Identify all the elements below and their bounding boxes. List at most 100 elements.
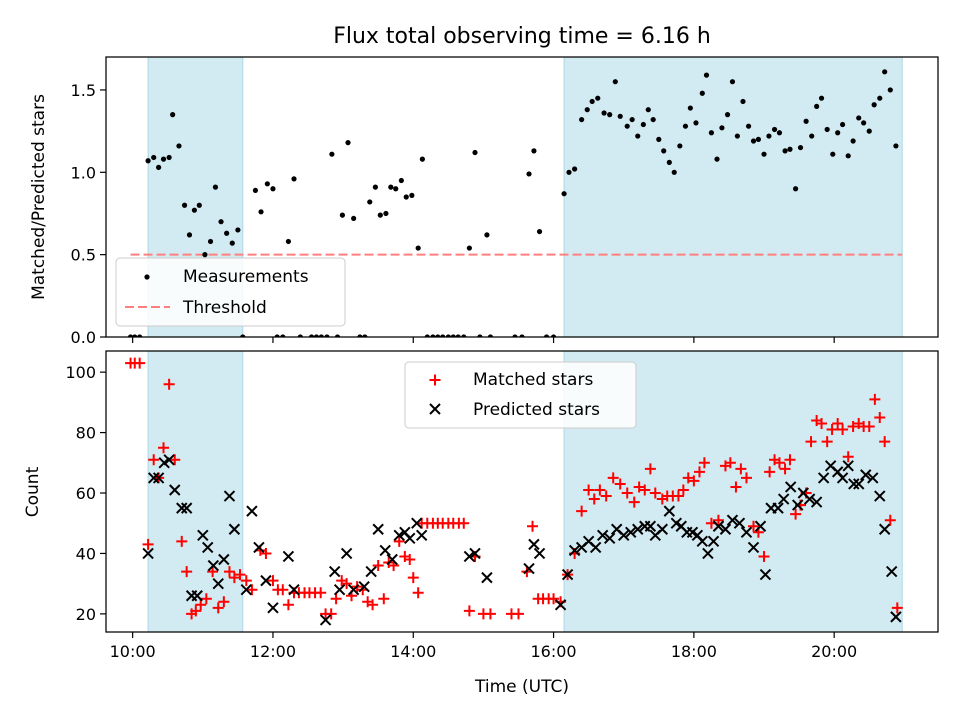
predicted-star-point [379,544,391,557]
measurement-point [170,112,176,118]
predicted-star-point [163,454,175,466]
matched-star-point [548,593,560,605]
measurement-point [181,202,188,208]
matched-star-point [315,587,327,599]
y-tick-label: 40 [76,544,96,563]
top-y-axis: 0.0 0.5 1.0 1.5 [71,81,106,347]
measurement-point [677,143,683,149]
predicted-star-point [696,535,708,548]
measurement-point [383,210,389,217]
measurement-point [792,186,799,192]
predicted-star-point [810,496,823,508]
matched-star-point [621,487,633,499]
measurement-point [160,156,167,162]
measurement-point [824,126,830,133]
matched-star-point [404,553,416,565]
predicted-star-point [568,544,581,557]
measurement-point [584,107,590,113]
matched-star-point [847,421,859,433]
measurement-point [850,138,856,144]
top-y-axis-label: Matched/Predicted stars [29,94,49,300]
predicted-star-point [842,460,854,472]
predicted-star-point [372,523,384,535]
x-tick-label: 20:00 [811,642,857,661]
predicted-star-point [589,541,602,554]
legend-threshold-label: Threshold [182,298,267,318]
matched-star-point [628,496,640,508]
measurement-point [607,112,613,118]
predicted-star-point [554,599,567,611]
top-x-ticks [132,337,835,343]
matched-star-point [200,593,212,605]
measurement-point [656,136,662,142]
measurement-point [729,79,736,85]
measurement-point [461,334,467,337]
legend-measurements-label: Measurements [183,267,309,287]
predicted-star-point [632,523,644,535]
measurement-point [750,138,757,144]
measurement-point [229,240,235,246]
measurement-point [270,186,276,192]
predicted-star-point [404,532,416,545]
predicted-star-point [218,553,230,566]
measurement-point [280,334,286,337]
predicted-star-point [803,493,816,505]
measurement-point [839,121,846,128]
matched-star-point [693,466,705,478]
predicted-star-point [759,568,772,581]
measurement-point [589,98,595,105]
top-axes-frame [105,56,939,338]
predicted-star-point [754,520,767,532]
measurement-point [579,116,585,123]
measurement-point [595,95,601,101]
measurement-point [430,334,436,337]
matched-star-point [195,599,207,611]
legend-predicted-label: Predicted stars [473,400,600,420]
measurement-point [845,153,851,159]
measurement-points [127,69,899,337]
matched-star-point [228,572,240,584]
measurement-point [285,238,291,245]
predicted-star-point [319,614,332,626]
measurement-point [156,164,162,170]
measurement-point [526,171,532,177]
measurement-point [787,146,793,152]
measurement-point [561,191,567,197]
measurement-point [308,334,315,337]
measurement-point [512,334,518,337]
measurement-point [487,334,494,337]
measurement-point [264,181,270,187]
measurement-point [803,118,809,124]
predicted-star-point [663,505,676,517]
measurement-point [409,192,415,198]
measurement-point [393,186,399,192]
measurement-point [252,187,259,194]
predicted-star-point [152,472,165,484]
measurement-point [484,232,490,238]
matched-star-point [821,436,833,448]
measurement-point [877,95,883,101]
predicted-star-point [365,565,377,578]
matched-star-point [158,442,170,454]
predicted-star-point [415,529,428,542]
matched-star-point [724,457,736,469]
measurement-point [445,334,451,337]
matched-star-point [240,575,252,587]
predicted-star-point [340,547,353,560]
matched-star-point [682,472,694,484]
predicted-star-point [288,583,300,596]
measurement-point [519,334,525,337]
measurement-point [377,212,383,218]
measurement-point [734,133,740,139]
measurement-point [455,334,461,337]
top-shaded-intervals [147,56,903,338]
measurement-point [661,148,667,154]
measurement-point [472,149,478,156]
predicted-star-point [836,472,849,484]
measurement-point [871,102,877,108]
predicted-star-point [523,562,535,575]
y-tick-label: 1.0 [71,163,96,182]
matched-star-point [790,508,802,520]
measurement-point [543,334,550,337]
